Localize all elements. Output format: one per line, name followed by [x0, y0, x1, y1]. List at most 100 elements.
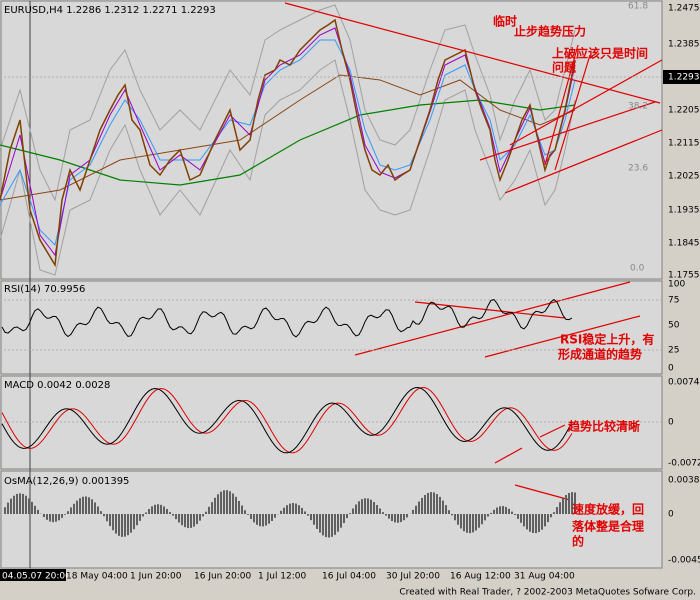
osma-tick: 0.00382: [668, 476, 700, 486]
osma-bar: [4, 507, 6, 514]
osma-bar: [310, 514, 312, 521]
osma-bar: [157, 504, 159, 514]
osma-bar: [103, 514, 105, 517]
time-tick: 30 Jul 20:00: [386, 572, 440, 582]
osma-bar: [544, 514, 546, 527]
osma-bar: [52, 514, 54, 523]
osma-bar: [121, 514, 123, 537]
osma-bar: [259, 514, 261, 527]
osma-bar: [574, 492, 576, 514]
osma-label: OsMA(12,26,9) 0.001395: [4, 476, 129, 487]
osma-bar: [124, 514, 126, 537]
annotation: 趋势比较清晰: [568, 419, 640, 434]
osma-bar: [88, 497, 90, 514]
trend-line: [484, 315, 641, 358]
ma-fast: [0, 39, 576, 246]
osma-bar: [547, 514, 549, 523]
macd-tick: 0: [668, 418, 674, 428]
time-tick: 18 May 04:00: [66, 572, 128, 582]
current-price-box: [663, 70, 700, 84]
osma-bar: [340, 514, 342, 528]
osma-bar: [295, 503, 297, 514]
osma-bar: [175, 514, 177, 520]
osma-bar: [490, 512, 492, 514]
osma-bar: [73, 503, 75, 514]
osma-bar: [196, 514, 198, 525]
osma-bar: [385, 514, 387, 516]
osma-bar: [25, 495, 27, 514]
trend-line: [414, 301, 566, 319]
rsi-tick: 25: [668, 346, 679, 356]
osma-bar: [226, 490, 228, 514]
osma-bar: [241, 505, 243, 514]
trend-line: [514, 484, 571, 501]
osma-bar: [439, 496, 441, 514]
osma-bar: [232, 493, 234, 514]
ma-faster: [0, 27, 576, 257]
osma-bar: [271, 514, 273, 521]
osma-bar: [97, 506, 99, 514]
osma-bar: [301, 507, 303, 514]
osma-bar: [451, 514, 453, 516]
cursor-time: 04.05.07 20:00: [2, 572, 71, 582]
osma-bar: [349, 513, 351, 514]
rsi-line: [1, 298, 573, 338]
osma-bar: [388, 514, 390, 519]
footer: Created with Real Trader, ? 2002-2003 Me…: [399, 588, 696, 598]
osma-bar: [253, 514, 255, 523]
osma-bar: [130, 514, 132, 533]
annotation: 的: [572, 534, 584, 549]
osma-bar: [274, 514, 276, 518]
osma-bar: [481, 514, 483, 525]
osma-bar: [403, 514, 405, 521]
price: [0, 18, 576, 268]
osma-bar: [520, 514, 522, 523]
osma-bar: [421, 497, 423, 514]
osma-bar: [571, 492, 573, 514]
osma-bar: [37, 509, 39, 514]
annotation: RSI稳定上升，有: [560, 332, 654, 347]
osma-bar: [319, 514, 321, 533]
osma-bar: [118, 514, 120, 536]
osma-bar: [352, 508, 354, 514]
osma-bar: [211, 502, 213, 514]
osma-bar: [85, 496, 87, 514]
osma-bar: [163, 506, 165, 514]
trend-line: [494, 447, 523, 464]
osma-bar: [31, 501, 33, 514]
osma-bar: [505, 506, 507, 514]
osma-bar: [76, 500, 78, 514]
price-tick: 1.1845: [668, 239, 700, 249]
osma-bar: [553, 512, 555, 514]
osma-bar: [523, 514, 525, 527]
osma-bar: [268, 514, 270, 524]
osma-bar: [283, 507, 285, 514]
osma-bar: [34, 505, 36, 514]
osma-bar: [382, 512, 384, 514]
osma-bar: [556, 507, 558, 514]
price-tick: 1.1935: [668, 206, 700, 216]
osma-bar: [100, 511, 102, 514]
osma-bar: [364, 498, 366, 514]
osma-bar: [238, 500, 240, 514]
osma-bar: [61, 514, 63, 518]
osma-bar: [415, 505, 417, 514]
osma-bar: [28, 498, 30, 514]
osma-bar: [43, 514, 45, 518]
osma-bar: [541, 514, 543, 530]
osma-bar: [496, 507, 498, 514]
trend-line: [509, 59, 663, 146]
macd-signal: [1, 387, 573, 454]
trend-line: [284, 2, 661, 104]
osma-bar: [568, 492, 570, 514]
osma-bar: [190, 514, 192, 528]
trend-line: [354, 281, 631, 356]
osma-bar: [460, 514, 462, 529]
fib-label: 38.2: [628, 102, 648, 112]
price-tick: 1.2205: [668, 106, 700, 116]
osma-bar: [178, 514, 180, 523]
annotation: 止步趋势压力: [514, 24, 586, 39]
osma-bar: [427, 492, 429, 514]
rsi-panel: [0, 280, 663, 375]
osma-bar: [160, 504, 162, 514]
